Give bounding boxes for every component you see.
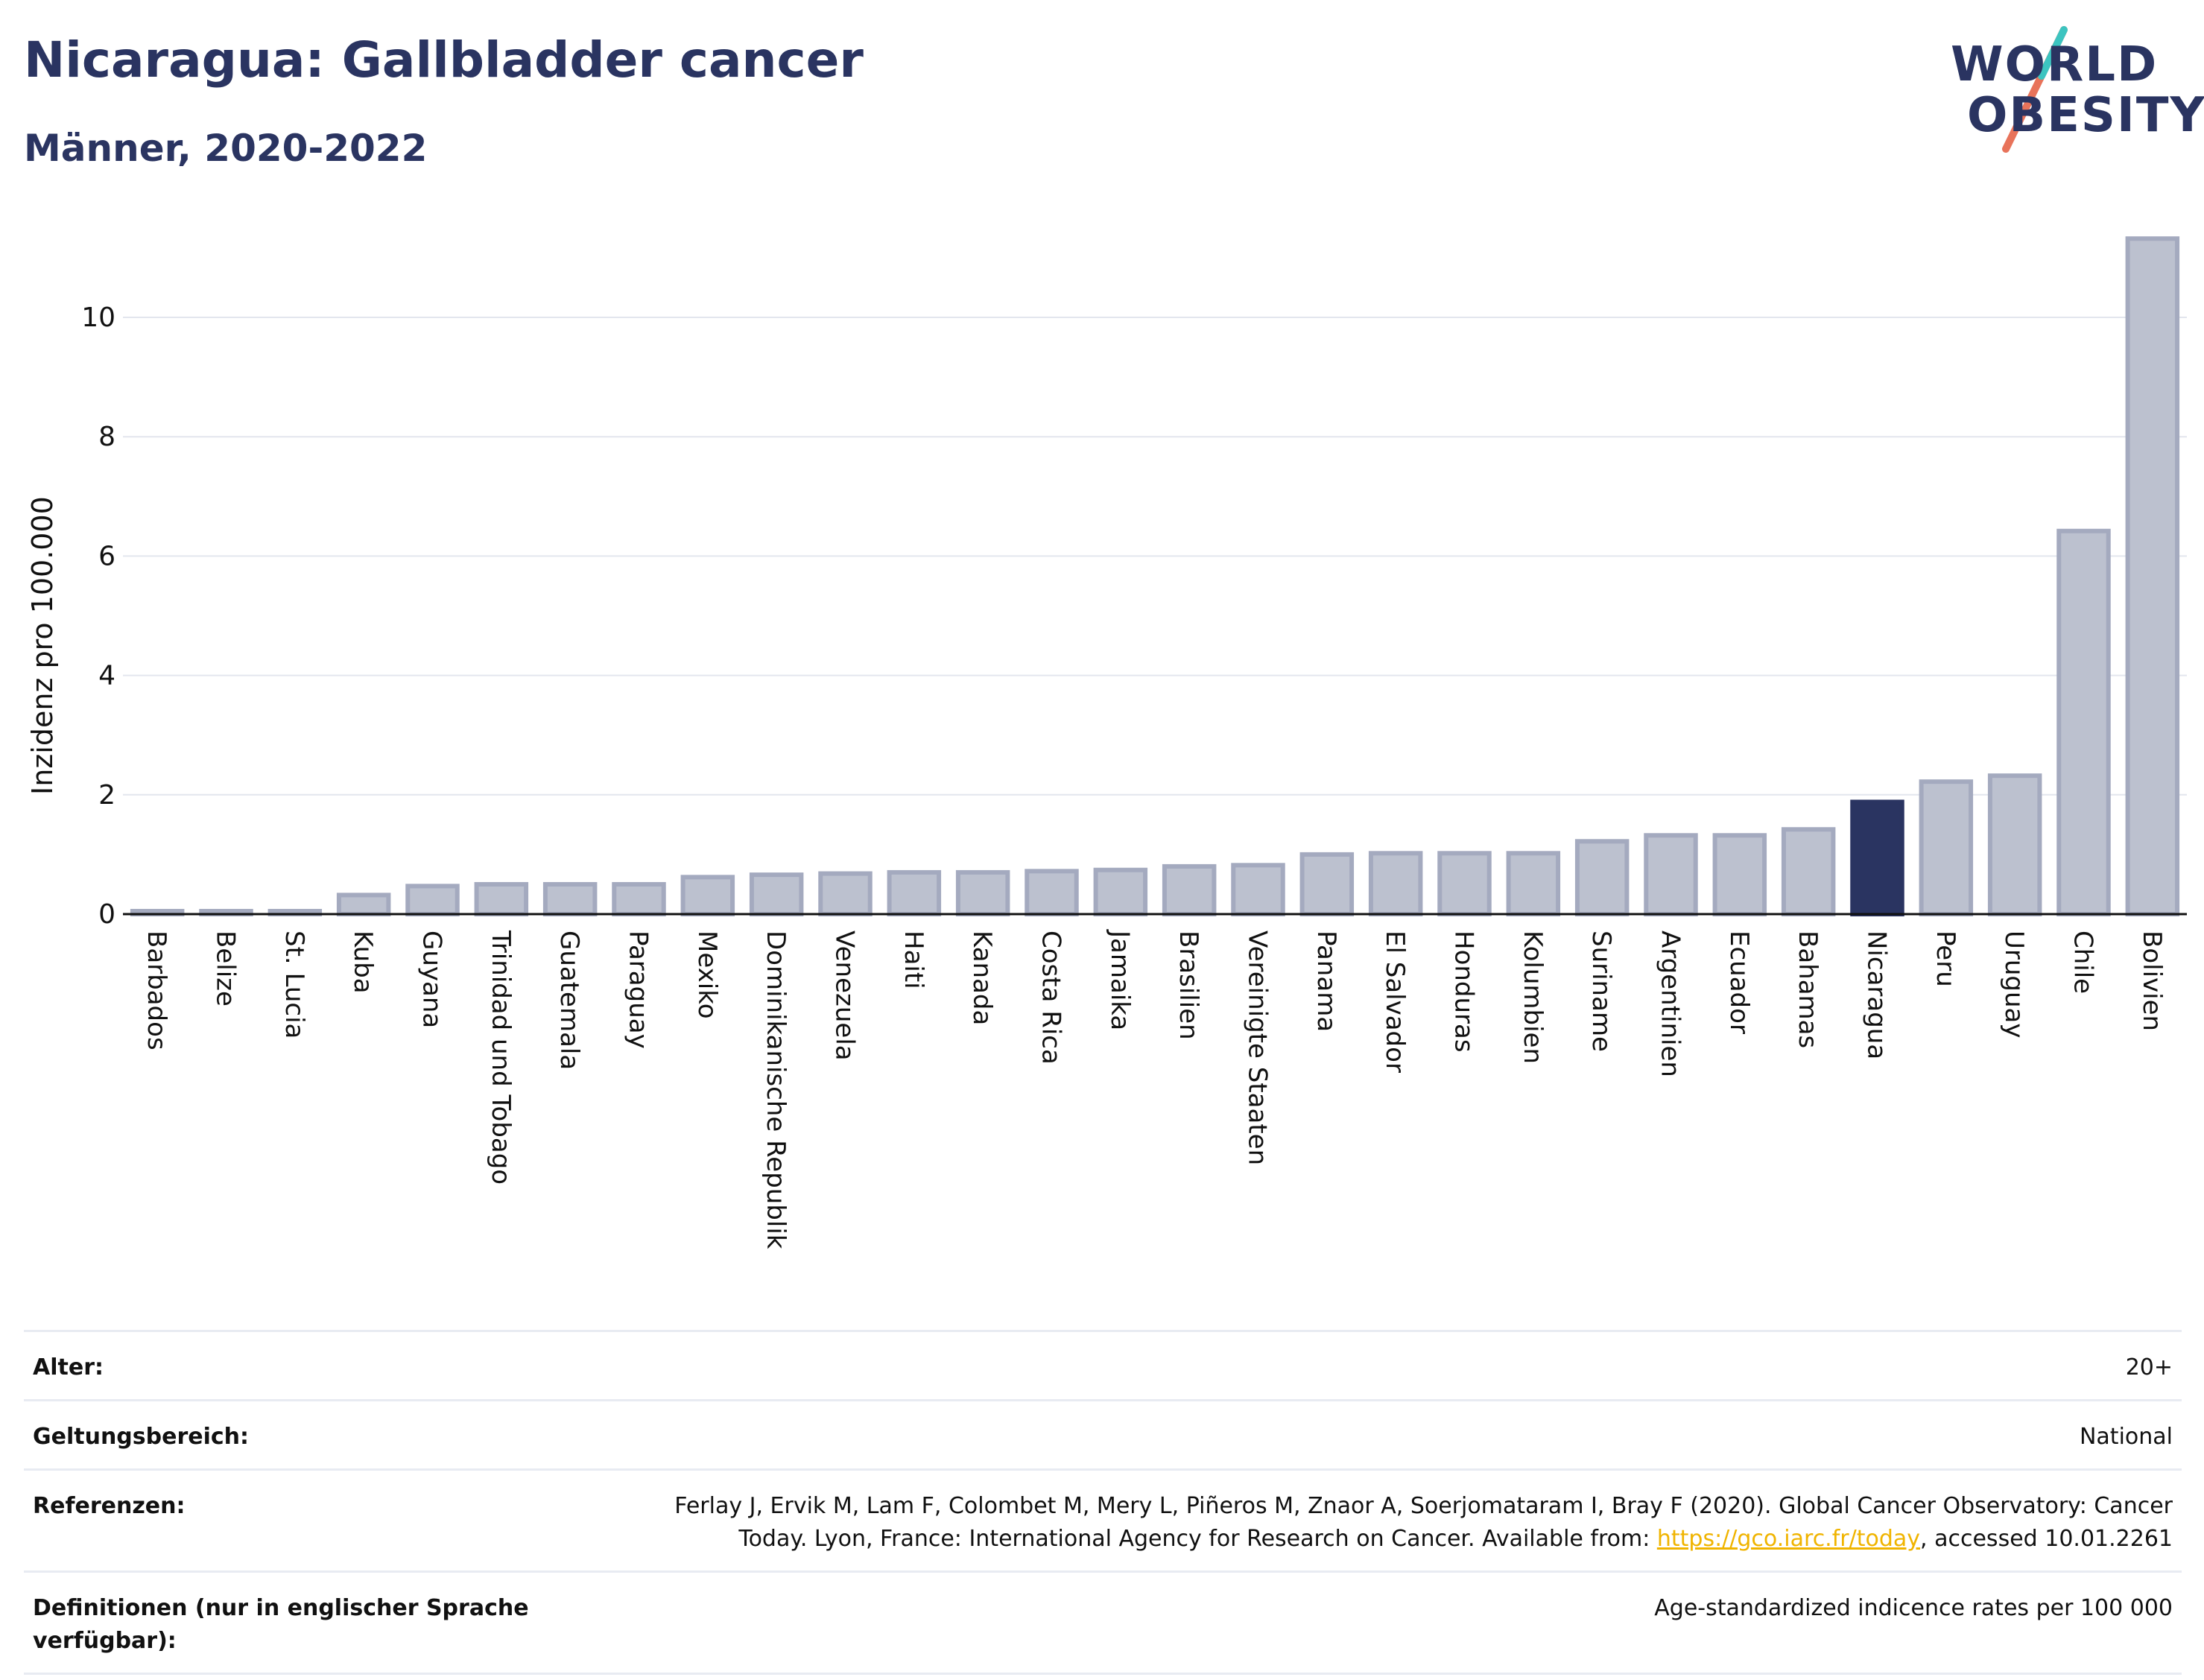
meta-row-scope: Geltungsbereich: National [24, 1399, 2182, 1468]
x-tick-label: Vereinigte Staaten [1243, 931, 1273, 1165]
meta-scope-value: National [2079, 1424, 2173, 1450]
bar-paraguay[interactable] [612, 881, 666, 917]
chart-subtitle: Männer, 2020-2022 [24, 127, 428, 170]
x-tick-label: Uruguay [1999, 931, 2029, 1039]
x-tick-label: Bahamas [1793, 931, 1823, 1048]
x-tick-label: El Salvador [1380, 931, 1410, 1073]
meta-scope-label: Geltungsbereich: [33, 1424, 250, 1450]
x-tick-label: Bolivien [2137, 931, 2167, 1031]
meta-refs-text-3: , accessed 10.01.2261 [1920, 1526, 2173, 1552]
y-tick-label: 8 [98, 422, 115, 452]
bar-mexiko[interactable] [680, 875, 735, 917]
bar-peru[interactable] [1919, 779, 1974, 916]
bar-dominikanische-republik[interactable] [749, 872, 804, 916]
bar-panama[interactable] [1299, 852, 1355, 917]
x-tick-label: Nicaragua [1862, 931, 1892, 1059]
bar-kuba[interactable] [336, 893, 391, 916]
x-tick-label: Chile [2068, 931, 2098, 994]
x-tick-label: Ecuador [1724, 931, 1754, 1034]
y-tick-label: 4 [98, 661, 115, 691]
x-tick-label: Barbados [142, 931, 171, 1050]
x-tick-label: Argentinien [1656, 931, 1685, 1077]
meta-def-value: Age-standardized indicence rates per 100… [1654, 1595, 2173, 1621]
x-tick-label: Suriname [1586, 931, 1616, 1052]
meta-refs-label: Referenzen: [33, 1493, 186, 1519]
x-tick-label: Haiti [899, 931, 928, 989]
meta-row-age: Alter: 20+ [24, 1330, 2182, 1399]
bar-chile[interactable] [2056, 528, 2111, 916]
bar-kolumbien[interactable] [1506, 851, 1561, 916]
y-axis-label: Inzidenz pro 100.000 [26, 496, 59, 795]
y-tick-label: 0 [98, 899, 115, 930]
bar-jamaika[interactable] [1093, 867, 1148, 917]
logo-text-world: WORLD [1951, 37, 2159, 92]
x-tick-label: Kuba [348, 931, 378, 994]
bar-kanada[interactable] [955, 869, 1010, 916]
x-tick-label: Panama [1311, 931, 1341, 1032]
x-tick-label: Guyana [417, 931, 447, 1028]
meta-row-references: Referenzen: Ferlay J, Ervik M, Lam F, Co… [24, 1468, 2182, 1570]
meta-refs-text-2: Today. Lyon, France: International Agenc… [738, 1526, 1657, 1552]
x-tick-label: Honduras [1449, 931, 1479, 1053]
y-tick-label: 10 [81, 302, 115, 333]
bar-honduras[interactable] [1437, 851, 1492, 916]
x-tick-label: St. Lucia [279, 931, 309, 1039]
chart-title: Nicaragua: Gallbladder cancer [24, 31, 864, 89]
bar-ecuador[interactable] [1712, 833, 1767, 917]
meta-refs-text-1: Ferlay J, Ervik M, Lam F, Colombet M, Me… [674, 1493, 2173, 1519]
meta-row-definitions: Definitionen (nur in englischer Sprache … [24, 1570, 2182, 1675]
x-tick-label: Venezuela [830, 931, 860, 1061]
x-tick-label: Mexiko [692, 931, 722, 1019]
logo-slash-icon [2002, 26, 2068, 153]
bar-nicaragua[interactable] [1850, 799, 1904, 916]
x-tick-label: Belize [211, 931, 241, 1007]
world-obesity-logo: WORLD OBESITY [1937, 22, 2204, 164]
x-tick-label: Dominikanische Republik [761, 931, 791, 1249]
bar-chart: 0 2 4 6 8 10 Inzidenz pro 100.000 Barbados Beliz… [26, 236, 2187, 1249]
x-tick-label: Brasilien [1174, 931, 1203, 1040]
bar-el-salvador[interactable] [1368, 851, 1423, 916]
x-tick-label: Jamaika [1105, 929, 1135, 1030]
meta-refs-value: Ferlay J, Ervik M, Lam F, Colombet M, Me… [674, 1490, 2173, 1556]
bar-argentinien[interactable] [1644, 833, 1698, 917]
logo-text-obesity: OBESITY [1967, 88, 2204, 143]
x-tick-label: Kanada [967, 931, 997, 1025]
y-tick-label: 6 [98, 541, 115, 571]
x-tick-label: Paraguay [624, 931, 653, 1049]
bar-costa-rica[interactable] [1025, 869, 1079, 917]
x-tick-label: Guatemala [554, 931, 584, 1070]
bar-haiti[interactable] [887, 869, 942, 916]
bar-guyana[interactable] [405, 884, 460, 917]
refs-link[interactable]: https://gco.iarc.fr/today [1656, 1526, 1921, 1552]
bar-vereinigte-staaten[interactable] [1231, 863, 1285, 916]
bar-trinidad-und-tobago[interactable] [474, 881, 529, 917]
x-tick-label: Kolumbien [1518, 931, 1548, 1064]
x-tick-label: Peru [1931, 931, 1960, 987]
bar-guatemala[interactable] [542, 881, 598, 917]
bar-uruguay[interactable] [1987, 773, 2042, 917]
bar-bahamas[interactable] [1781, 827, 1836, 916]
x-tick-label: Trinidad und Tobago [486, 930, 516, 1185]
meta-age-label: Alter: [33, 1354, 104, 1381]
meta-def-label: Definitionen (nur in englischer Sprache … [33, 1595, 529, 1654]
bar-suriname[interactable] [1574, 839, 1630, 917]
bar-brasilien[interactable] [1162, 863, 1217, 916]
metadata-table: Alter: 20+ Geltungsbereich: National Ref… [24, 1330, 2182, 1675]
meta-age-value: 20+ [2125, 1354, 2173, 1381]
bar-venezuela[interactable] [818, 871, 873, 916]
y-tick-label: 2 [98, 780, 115, 811]
bar-bolivien[interactable] [2125, 236, 2180, 916]
x-tick-label: Costa Rica [1036, 931, 1066, 1065]
